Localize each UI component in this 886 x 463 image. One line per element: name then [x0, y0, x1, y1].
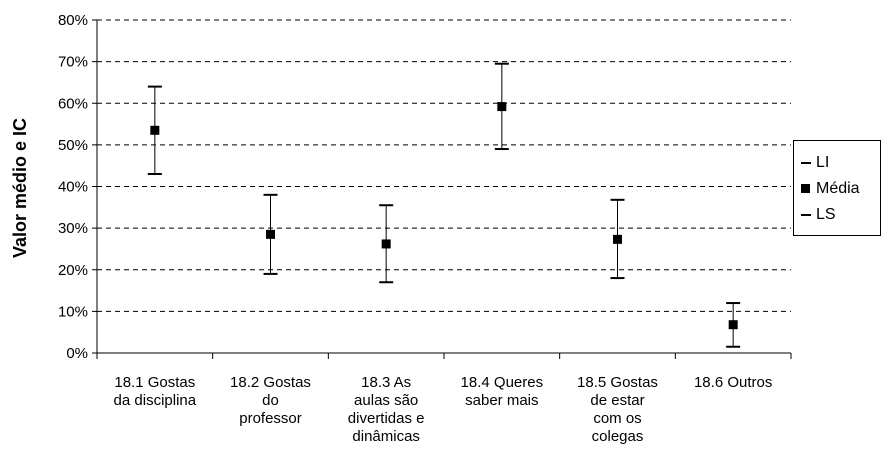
- y-tick-label: 30%: [58, 220, 88, 237]
- y-axis-title: Valor médio e IC: [10, 118, 30, 258]
- x-category-labels: 18.1 Gostas da disciplina 18.2 Gostas do pro…: [114, 374, 773, 445]
- legend-item-ls: LS: [800, 205, 836, 225]
- x-category-label-line: 18.4 Queres: [461, 374, 544, 391]
- y-tick-labels: 0% 10% 20% 30% 40% 50% 60% 70% 80%: [58, 12, 88, 362]
- y-tick-label: 10%: [58, 303, 88, 320]
- x-category-label: 18.3 As aulas são divertidas e dinâmicas: [348, 374, 425, 445]
- y-tick-label: 60%: [58, 95, 88, 112]
- legend-label-media: Média: [816, 180, 860, 197]
- x-category-label: 18.6 Outros: [694, 374, 772, 391]
- x-category-label-line: 18.6 Outros: [694, 374, 772, 391]
- legend-label-ls: LS: [816, 206, 836, 223]
- legend-item-media: Média: [800, 179, 860, 199]
- x-category-label-line: divertidas e: [348, 410, 425, 427]
- y-tick-label: 0%: [66, 345, 88, 362]
- legend-item-li: LI: [800, 153, 829, 173]
- legend: LI Média LS: [793, 140, 881, 236]
- x-category-label-line: 18.3 As: [361, 374, 411, 391]
- x-category-label-line: 18.5 Gostas: [577, 374, 658, 391]
- legend-label-li: LI: [816, 154, 830, 171]
- media-point: [497, 102, 507, 112]
- dash-marker-icon: [800, 205, 812, 225]
- y-tick-label: 80%: [58, 12, 88, 29]
- error-bars: [147, 62, 741, 348]
- x-category-label-line: aulas são: [354, 392, 418, 409]
- x-category-label: 18.4 Queres saber mais: [461, 374, 544, 409]
- y-tick-label: 50%: [58, 137, 88, 154]
- media-point: [613, 234, 622, 244]
- x-category-label-line: saber mais: [465, 392, 538, 409]
- grid-lines: [97, 19, 791, 312]
- x-category-label-line: de estar: [590, 392, 644, 409]
- x-category-label: 18.5 Gostas de estar com os colegas: [577, 374, 658, 445]
- x-category-label: 18.1 Gostas da disciplina: [114, 374, 197, 409]
- media-point: [381, 239, 391, 249]
- y-tick-label: 70%: [58, 54, 88, 71]
- axes: [92, 19, 792, 359]
- y-tick-label: 20%: [58, 262, 88, 279]
- x-category-label-line: da disciplina: [114, 392, 197, 409]
- x-category-label-line: do: [262, 392, 279, 409]
- media-point: [266, 229, 275, 239]
- x-category-label-line: 18.1 Gostas: [114, 374, 195, 391]
- dash-marker-icon: [800, 153, 812, 173]
- media-point: [728, 320, 738, 330]
- x-category-label-line: professor: [239, 410, 302, 427]
- square-marker-icon: [800, 179, 812, 199]
- x-category-label-line: dinâmicas: [352, 428, 420, 445]
- y-tick-label: 40%: [58, 179, 88, 196]
- media-point: [150, 125, 160, 135]
- x-category-label-line: 18.2 Gostas: [230, 374, 311, 391]
- x-category-label: 18.2 Gostas do professor: [230, 374, 311, 427]
- x-category-label-line: com os: [593, 410, 641, 427]
- x-category-label-line: colegas: [592, 428, 644, 445]
